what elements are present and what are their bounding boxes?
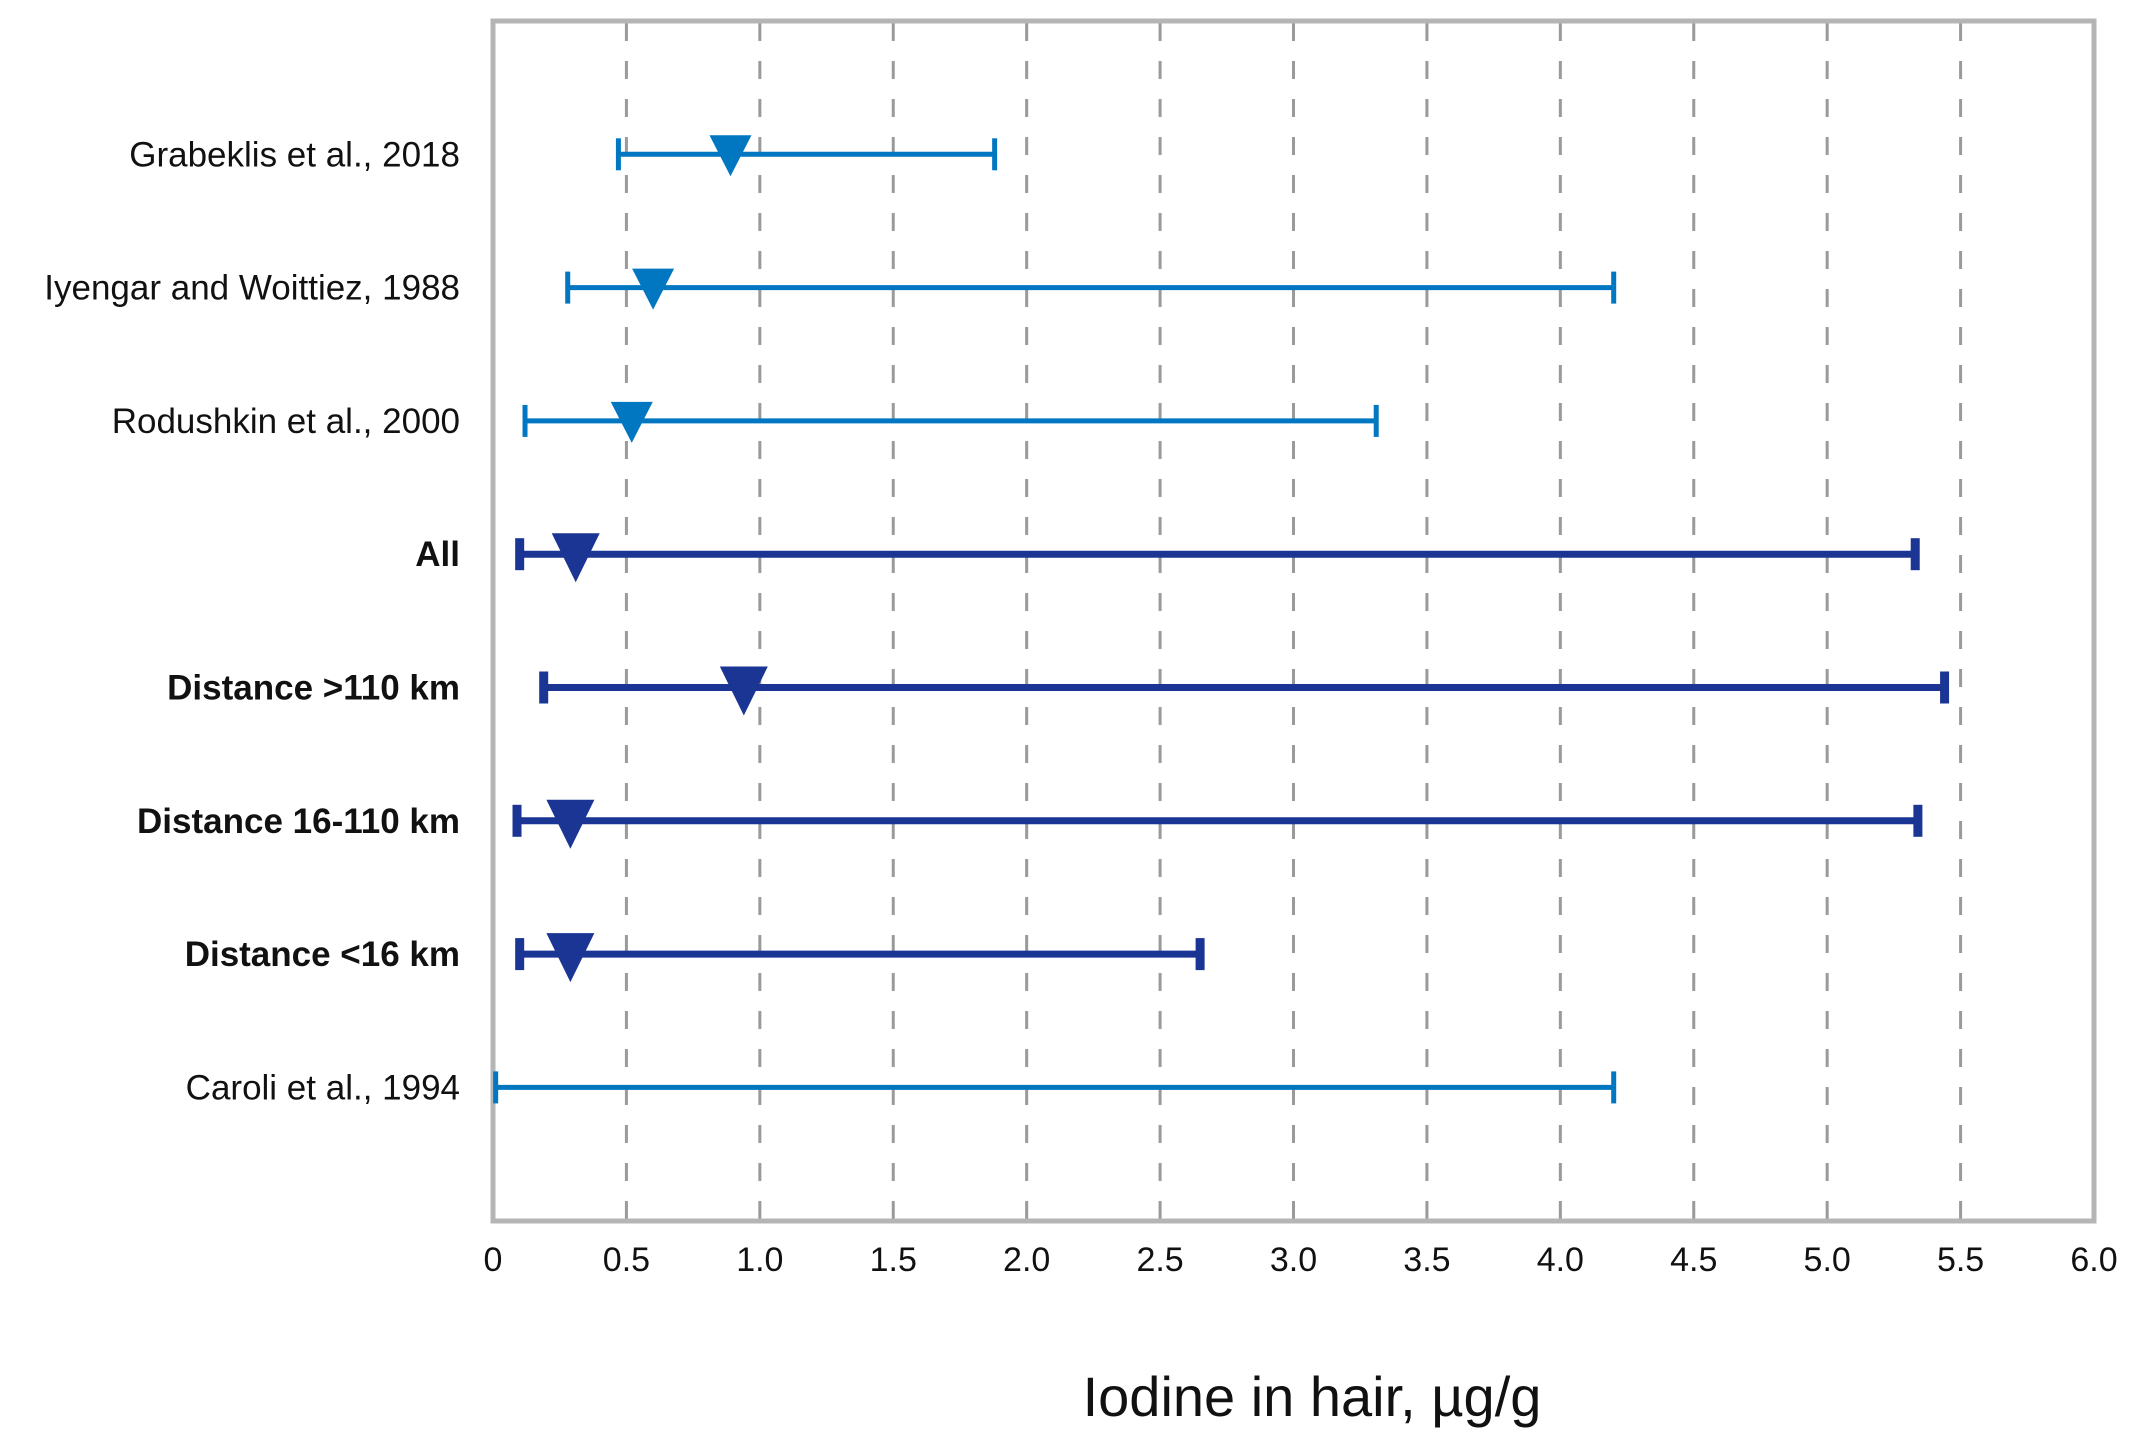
max-cap (1195, 938, 1205, 971)
x-tick-label: 2.5 (1136, 1241, 1183, 1279)
x-tick-label: 0 (484, 1241, 503, 1279)
min-cap (515, 538, 525, 571)
max-cap (1611, 271, 1617, 304)
median-triangle-down-icon (610, 401, 653, 443)
max-cap (1611, 1071, 1617, 1104)
row-label: All (415, 535, 460, 574)
min-cap (493, 1071, 499, 1104)
row-labels: Grabeklis et al., 2018 Iyengar and Woitti… (44, 135, 460, 1107)
x-tick-label: 6.0 (2070, 1241, 2117, 1279)
x-tick-label: 3.0 (1270, 1241, 1317, 1279)
x-tick-label: 3.5 (1403, 1241, 1450, 1279)
min-cap (539, 671, 549, 704)
median-triangle-down-icon (546, 933, 595, 983)
data-rows (493, 135, 1950, 1104)
max-cap (1910, 538, 1920, 571)
x-axis-ticks: 0 0.5 1.0 1.5 2.0 2.5 3.0 3.5 4.0 4.5 5.0 5.5 6.0 (484, 1241, 2118, 1279)
median-triangle-down-icon (719, 666, 768, 716)
range-row (539, 666, 1950, 716)
min-cap (512, 804, 522, 837)
row-label: Caroli et al., 1994 (186, 1068, 460, 1107)
max-cap (1940, 671, 1950, 704)
range-row (515, 533, 1920, 583)
range-row (522, 401, 1379, 443)
x-tick-label: 1.5 (870, 1241, 917, 1279)
max-cap (1373, 404, 1379, 437)
median-triangle-down-icon (546, 799, 595, 849)
row-label: Distance >110 km (167, 669, 460, 708)
max-cap (1913, 804, 1923, 837)
x-tick-label: 5.0 (1804, 1241, 1851, 1279)
median-triangle-down-icon (709, 135, 752, 177)
x-tick-label: 0.5 (603, 1241, 650, 1279)
row-label: Distance 16-110 km (137, 802, 460, 841)
min-cap (522, 404, 528, 437)
row-label: Grabeklis et al., 2018 (129, 135, 460, 174)
x-axis-title: Iodine in hair, µg/g (1083, 1365, 1542, 1428)
median-triangle-down-icon (551, 533, 600, 583)
row-label: Distance <16 km (185, 935, 460, 974)
max-cap (992, 138, 998, 171)
min-cap (565, 271, 571, 304)
plot-frame (490, 18, 2097, 1224)
range-row (565, 268, 1617, 310)
min-cap (615, 138, 621, 171)
min-cap (515, 938, 525, 971)
range-row (615, 135, 998, 177)
range-row (493, 1071, 1617, 1104)
range-row (515, 933, 1205, 983)
row-label: Iyengar and Woittiez, 1988 (44, 269, 460, 308)
median-triangle-down-icon (632, 268, 675, 310)
grid-lines (624, 23, 1963, 1219)
row-label: Rodushkin et al., 2000 (112, 402, 460, 441)
x-tick-label: 5.5 (1937, 1241, 1984, 1279)
x-tick-label: 2.0 (1003, 1241, 1050, 1279)
x-tick-label: 4.5 (1670, 1241, 1717, 1279)
range-row (512, 799, 1923, 849)
x-tick-label: 4.0 (1537, 1241, 1584, 1279)
x-tick-label: 1.0 (736, 1241, 783, 1279)
